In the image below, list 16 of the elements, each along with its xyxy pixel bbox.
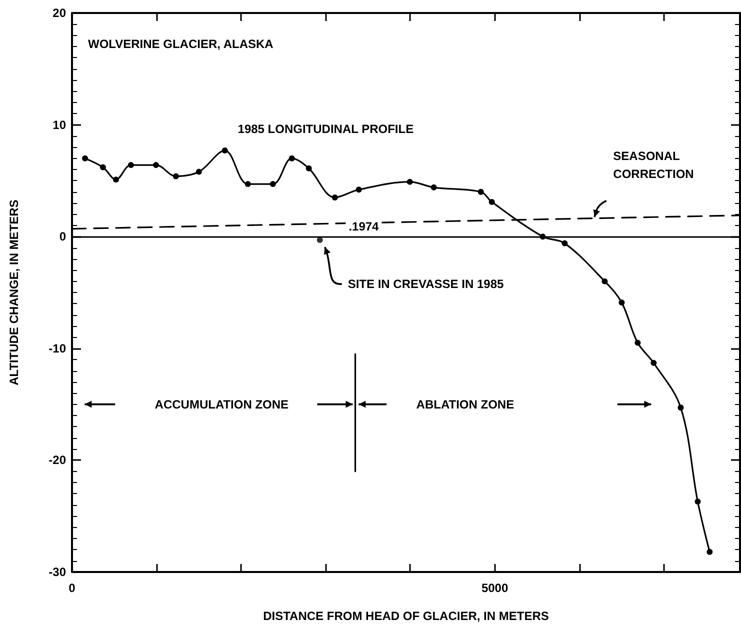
- y-tick-label: -20: [48, 453, 66, 468]
- y-axis-title: ALTITUDE CHANGE, IN METERS: [7, 200, 21, 386]
- annotation: SITE IN CREVASSE IN 1985: [348, 276, 504, 291]
- y-tick-label: 20: [52, 6, 66, 20]
- text: SEASONAL CORRECTION: [613, 148, 694, 181]
- text: WOLVERINE GLACIER, ALASKA: [88, 37, 274, 51]
- y-tick-label: 10: [52, 118, 66, 132]
- y-tick-label: -30: [48, 565, 66, 579]
- y-tick-label: -10: [48, 341, 66, 356]
- annotation: .1974: [348, 220, 380, 234]
- annotation: ACCUMULATION ZONE: [154, 397, 289, 412]
- series-label: 1985 LONGITUDINAL PROFILE: [238, 122, 414, 136]
- annotation: ABLATION ZONE: [416, 397, 514, 412]
- x-tick-label: 5000: [481, 581, 508, 595]
- y-tick-label: 0: [59, 230, 66, 244]
- x-axis-title: DISTANCE FROM HEAD OF GLACIER, IN METERS: [263, 609, 549, 623]
